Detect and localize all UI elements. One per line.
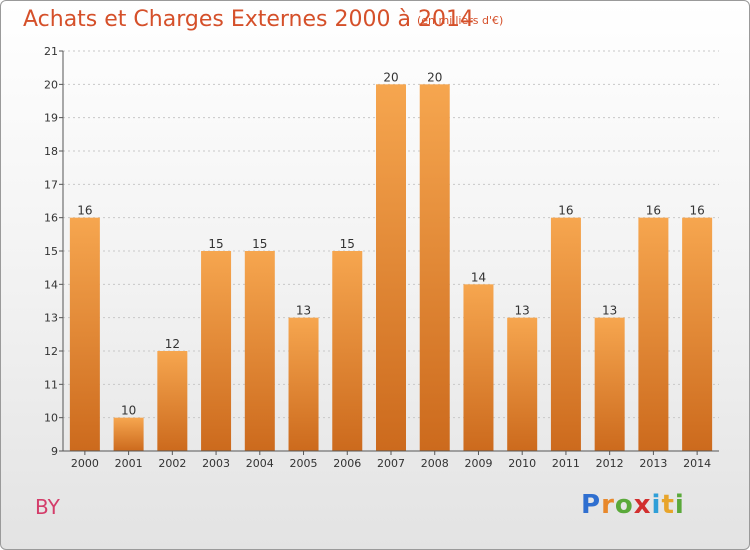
data-label-2007: 20 <box>383 70 398 84</box>
x-tick-label-2012: 2012 <box>596 457 624 470</box>
bar-2002 <box>157 351 188 451</box>
labels: 9 10 11 12 13 14 15 16 17 18 19 20 21 16 2000 10 2001 12 2… <box>44 45 711 470</box>
x-tick-label-2009: 2009 <box>464 457 492 470</box>
proxiti-logo[interactable]: Proxiti <box>581 490 685 520</box>
y-tick-label: 15 <box>44 245 58 258</box>
chart-title: Achats et Charges Externes 2000 à 2014 <box>23 7 474 32</box>
data-label-2008: 20 <box>427 70 442 84</box>
data-label-2014: 16 <box>689 204 704 218</box>
x-tick-label-2005: 2005 <box>290 457 318 470</box>
y-tick-label: 11 <box>44 378 58 391</box>
commune-name: BY <box>35 495 60 519</box>
bar-2005 <box>288 317 319 451</box>
logo-letter: t <box>661 490 675 520</box>
logo-letter: o <box>614 490 634 520</box>
bar-2006 <box>332 251 363 451</box>
bar-2008 <box>419 84 450 451</box>
x-tick-label-2003: 2003 <box>202 457 230 470</box>
bar-2012 <box>594 317 625 451</box>
x-tick-label-2002: 2002 <box>158 457 186 470</box>
y-tick-label: 14 <box>44 278 58 291</box>
bar-2014 <box>682 217 713 451</box>
data-label-2003: 15 <box>208 237 223 251</box>
data-label-2009: 14 <box>471 270 486 284</box>
logo-letter: x <box>633 490 652 520</box>
x-tick-label-2001: 2001 <box>115 457 143 470</box>
bar-2004 <box>244 251 275 451</box>
data-label-2012: 13 <box>602 304 617 318</box>
y-tick-label: 18 <box>44 145 58 158</box>
x-tick-label-2000: 2000 <box>71 457 99 470</box>
data-label-2011: 16 <box>558 204 573 218</box>
y-tick-label: 9 <box>51 445 58 458</box>
bar-2000 <box>69 217 100 451</box>
bar-2009 <box>463 284 494 451</box>
data-label-2005: 13 <box>296 304 311 318</box>
x-tick-label-2008: 2008 <box>421 457 449 470</box>
data-label-2010: 13 <box>515 304 530 318</box>
y-tick-label: 20 <box>44 78 58 91</box>
logo-letter: P <box>581 490 602 520</box>
x-tick-label-2004: 2004 <box>246 457 274 470</box>
data-label-2002: 12 <box>165 337 180 351</box>
y-tick-label: 16 <box>44 212 58 225</box>
x-tick-label-2010: 2010 <box>508 457 536 470</box>
logo-letter: i <box>651 490 662 520</box>
bars <box>69 84 713 451</box>
data-label-2001: 10 <box>121 404 136 418</box>
axes <box>59 50 719 455</box>
y-tick-label: 19 <box>44 112 58 125</box>
chart-subtitle: (en milliers d'€) <box>417 14 504 27</box>
y-tick-label: 12 <box>44 345 58 358</box>
x-tick-label-2014: 2014 <box>683 457 711 470</box>
data-label-2013: 16 <box>646 204 661 218</box>
logo-letter: r <box>601 490 615 520</box>
bar-2003 <box>201 251 232 451</box>
y-tick-label: 17 <box>44 178 58 191</box>
bar-2001 <box>113 417 144 451</box>
bar-2013 <box>638 217 669 451</box>
x-tick-label-2007: 2007 <box>377 457 405 470</box>
bar-2011 <box>550 217 581 451</box>
y-tick-label: 21 <box>44 45 58 58</box>
x-tick-label-2006: 2006 <box>333 457 361 470</box>
data-label-2000: 16 <box>77 204 92 218</box>
y-tick-label: 13 <box>44 312 58 325</box>
bar-2010 <box>507 317 538 451</box>
bar-2007 <box>376 84 406 451</box>
x-tick-label-2013: 2013 <box>639 457 667 470</box>
logo-letter: i <box>674 490 685 520</box>
data-label-2004: 15 <box>252 237 267 251</box>
x-tick-label-2011: 2011 <box>552 457 580 470</box>
data-label-2006: 15 <box>340 237 355 251</box>
y-tick-label: 10 <box>44 412 58 425</box>
